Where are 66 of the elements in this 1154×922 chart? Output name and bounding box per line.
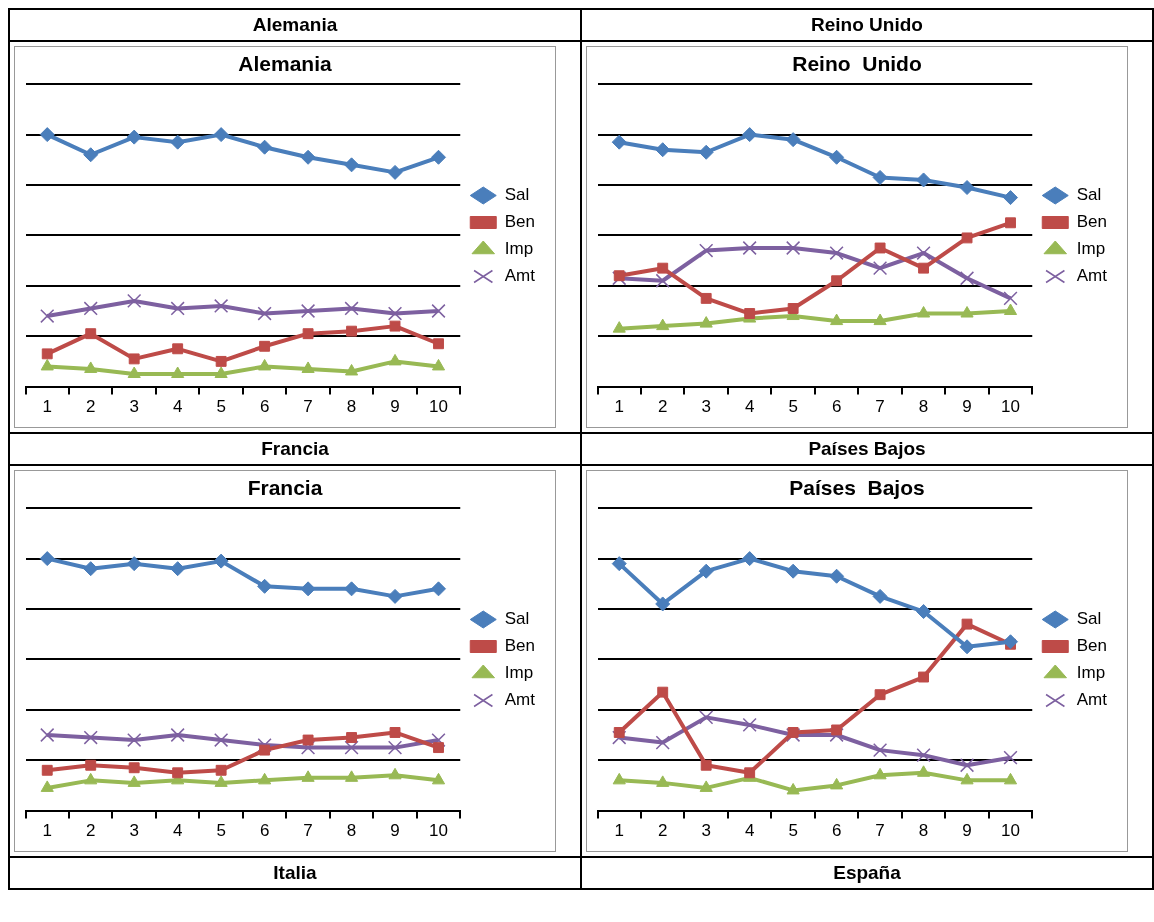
x-tick-label: 2 — [85, 397, 96, 417]
x-tick-label: 5 — [216, 821, 226, 841]
x-tick-label: 10 — [1001, 821, 1020, 841]
text: Alemania — [10, 10, 580, 42]
x-tick-label: 7 — [875, 397, 885, 417]
legend-label: Sal — [1076, 609, 1102, 629]
x-tick-label: 3 — [701, 821, 711, 841]
legend-label: Amt — [504, 266, 536, 286]
x-tick-label: 8 — [346, 397, 357, 417]
x-tick-label: 9 — [390, 821, 400, 841]
legend-label: Ben — [504, 636, 535, 656]
legend-label: Ben — [1076, 636, 1107, 656]
chart-title: Reino Unido — [792, 52, 922, 76]
x-tick-label: 5 — [216, 397, 226, 417]
x-tick-label: 4 — [744, 397, 755, 417]
x-tick-label: 1 — [42, 821, 52, 841]
legend-label: Sal — [1076, 185, 1102, 205]
legend-label: Imp — [1076, 239, 1106, 259]
x-tick-label: 5 — [788, 397, 798, 417]
x-tick-label: 3 — [129, 821, 139, 841]
text: Francia — [10, 434, 580, 466]
x-tick-label: 10 — [429, 821, 448, 841]
x-tick-label: 7 — [303, 397, 313, 417]
x-tick-label: 1 — [614, 821, 624, 841]
text: España — [582, 858, 1152, 888]
x-tick-label: 5 — [788, 821, 798, 841]
chart-title: Alemania — [238, 52, 333, 76]
legend-label: Ben — [504, 212, 535, 232]
text: Reino Unido — [582, 10, 1152, 42]
x-tick-label: 3 — [129, 397, 139, 417]
legend-label: Ben — [1076, 212, 1107, 232]
x-tick-label: 4 — [172, 397, 183, 417]
chart-title: Países Bajos — [789, 476, 925, 500]
legend-label: Imp — [504, 663, 534, 683]
x-tick-label: 9 — [962, 397, 972, 417]
x-tick-label: 2 — [85, 821, 96, 841]
x-tick-label: 1 — [42, 397, 52, 417]
x-tick-label: 10 — [1001, 397, 1020, 417]
legend-label: Amt — [504, 690, 536, 710]
x-tick-label: 7 — [875, 821, 885, 841]
x-tick-label: 6 — [259, 821, 270, 841]
text: Países Bajos — [582, 434, 1152, 466]
x-tick-label: 8 — [346, 821, 357, 841]
x-tick-label: 2 — [657, 397, 668, 417]
x-tick-label: 6 — [831, 397, 842, 417]
legend-label: Amt — [1076, 690, 1108, 710]
x-tick-label: 4 — [172, 821, 183, 841]
x-tick-label: 8 — [918, 821, 929, 841]
legend-label: Amt — [1076, 266, 1108, 286]
x-tick-label: 8 — [918, 397, 929, 417]
legend-label: Sal — [504, 185, 530, 205]
x-tick-label: 4 — [744, 821, 755, 841]
x-tick-label: 9 — [962, 821, 972, 841]
x-tick-label: 6 — [259, 397, 270, 417]
x-tick-label: 1 — [614, 397, 624, 417]
x-tick-label: 6 — [831, 821, 842, 841]
chart-title: Francia — [247, 476, 323, 500]
legend-label: Sal — [504, 609, 530, 629]
legend-label: Imp — [1076, 663, 1106, 683]
x-tick-label: 7 — [303, 821, 313, 841]
text: Italia — [10, 858, 580, 888]
x-tick-label: 2 — [657, 821, 668, 841]
x-tick-label: 3 — [701, 397, 711, 417]
legend-label: Imp — [504, 239, 534, 259]
x-tick-label: 10 — [429, 397, 448, 417]
x-tick-label: 9 — [390, 397, 400, 417]
